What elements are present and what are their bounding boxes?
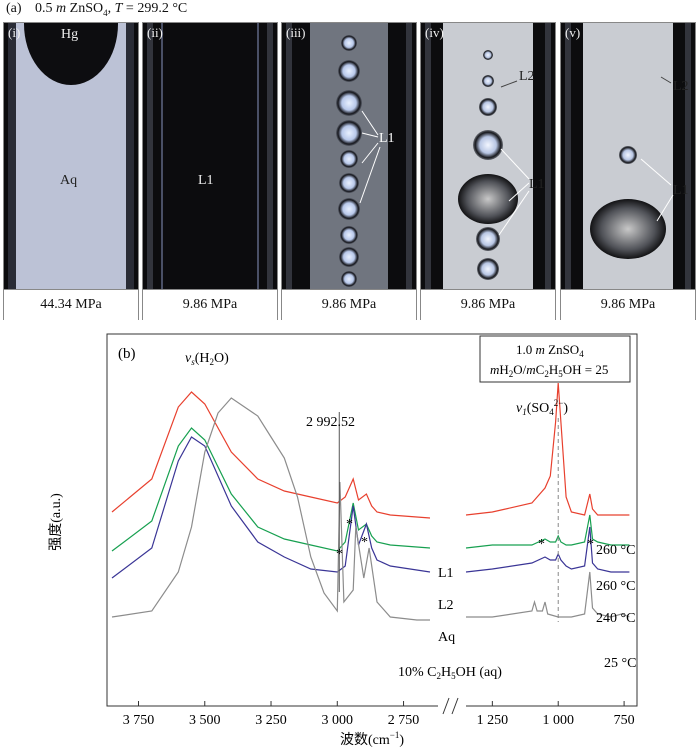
series-label-l1: L1 (438, 566, 454, 581)
series-label-aq: Aq (438, 630, 455, 645)
asterisk-2: * (346, 517, 353, 532)
panel-iv: (iv) L2 L1 9.86 MPa (420, 22, 556, 320)
panel-i: (i) Hg Aq 44.34 MPa (3, 22, 139, 320)
series-line-right-2 (465, 526, 630, 573)
condition-t: T (114, 1, 123, 16)
panel-ii-roman: (ii) (147, 25, 163, 40)
panel-iv-roman: (iv) (425, 25, 444, 40)
panel-v: (v) L2 L1 9.86 MPa (560, 22, 696, 320)
temp-aq: 240 °C (596, 611, 635, 626)
condition-sep: , (107, 1, 115, 16)
label-aq: Aq (60, 173, 78, 188)
panel-i-roman: (i) (8, 25, 21, 40)
condition-sub: 4 (103, 7, 108, 18)
asterisk-4: * (538, 537, 545, 552)
axis-break (438, 697, 466, 715)
condition-molality: m (56, 1, 67, 16)
x-tick-label-r0: 1 250 (477, 713, 509, 728)
x-tick-label-l2: 3 250 (255, 713, 287, 728)
series-line-right-0 (465, 382, 630, 516)
x-tick-label-l4: 2 750 (388, 713, 420, 728)
peak-h2o-label: vs(H2O) (185, 351, 229, 367)
y-axis-label: 强度(a.u.) (48, 493, 64, 551)
series-layer (111, 382, 630, 622)
label-hg: Hg (61, 27, 79, 42)
x-tick-label-r2: 750 (614, 713, 635, 728)
asterisk-3: * (361, 535, 368, 550)
label-l2-v: L2 (673, 79, 689, 94)
series-line-left-2 (111, 436, 431, 579)
label-l2-iv: L2 (519, 69, 535, 84)
x-axis-label: 波数(cm−1) (340, 730, 404, 748)
panel-ii: (ii) L1 9.86 MPa (142, 22, 278, 320)
x-tick-label-l1: 3 500 (189, 713, 221, 728)
figure-a-label: (a) (6, 1, 22, 16)
x-tick-label-r1: 1 000 (542, 713, 574, 728)
legend-box: 1.0 m ZnSO4 mH2O/mC2H5OH = 25 (479, 335, 631, 383)
peak-position-label: 2 992.52 (306, 415, 355, 430)
temp-l1: 260 °C (596, 543, 635, 558)
panel-iv-image: (iv) L2 L1 (421, 23, 555, 289)
ticks-layer: 3 750 3 500 3 250 3 000 2 750 1 250 1 000 750 (123, 701, 635, 728)
asterisk-5: * (587, 537, 594, 552)
condition-conc: 0.5 (35, 1, 53, 16)
peak-so4-label: v1(SO42−) (516, 398, 568, 417)
panel-iii-roman: (iii) (286, 25, 306, 40)
condition-t-value: = 299.2 °C (122, 1, 188, 16)
panel-v-image: (v) L2 L1 (561, 23, 695, 289)
panel-iv-pressure: 9.86 MPa (421, 289, 555, 320)
figure-b-label: (b) (118, 346, 136, 362)
asterisk-1: * (336, 547, 343, 562)
panel-iii: (iii) L1 9.86 MPa (281, 22, 417, 320)
panel-iii-image: (iii) L1 (282, 23, 416, 289)
figure-a-header: (a) 0.5 m ZnSO4, T = 299.2 °C (6, 1, 187, 18)
chart-frame (106, 333, 638, 707)
raman-chart: 3 750 3 500 3 250 3 000 2 750 1 250 1 000 750 (… (48, 333, 638, 748)
legend-line1: 1.0 m ZnSO4 (516, 342, 584, 359)
plot-border (106, 333, 638, 707)
label-l1-iii: L1 (379, 131, 395, 146)
figure-a-condition: 0.5 m ZnSO4, T = 299.2 °C (35, 1, 188, 18)
figure-b: 3 750 3 500 3 250 3 000 2 750 1 250 1 000 750 (… (0, 322, 700, 751)
panel-i-image: (i) Hg Aq (4, 23, 138, 289)
series-line-left-3 (111, 397, 430, 621)
series-line-right-1 (465, 514, 630, 549)
temp-l2: 260 °C (596, 579, 635, 594)
figure-a: (a) 0.5 m ZnSO4, T = 299.2 °C (i) Hg Aq … (0, 0, 700, 322)
x-tick-label-l0: 3 750 (123, 713, 155, 728)
label-l1-ii: L1 (198, 173, 214, 188)
bubbles-v (590, 76, 674, 259)
panel-i-pressure: 44.34 MPa (4, 289, 138, 320)
condition-salt: ZnSO (69, 1, 104, 16)
x-tick-label-l3: 3 000 (322, 713, 354, 728)
bubbles (336, 35, 381, 287)
panel-v-pressure: 9.86 MPa (561, 289, 695, 320)
temp-ethanol: 25 °C (604, 656, 636, 671)
label-l1-iv: L1 (529, 177, 545, 192)
series-label-ethanol: 10% C2H5OH (aq) (398, 665, 502, 681)
panel-v-roman: (v) (565, 25, 581, 40)
series-label-l2: L2 (438, 598, 454, 613)
label-l1-v: L1 (673, 183, 689, 198)
series-line-left-0 (111, 391, 431, 519)
panel-ii-image: (ii) L1 (143, 23, 277, 289)
legend-line2: mH2O/mC2H5OH = 25 (490, 362, 608, 379)
panel-iii-pressure: 9.86 MPa (282, 289, 416, 320)
bubbles-iv (458, 50, 530, 280)
series-line-left-1 (111, 427, 431, 552)
panel-ii-pressure: 9.86 MPa (143, 289, 277, 320)
